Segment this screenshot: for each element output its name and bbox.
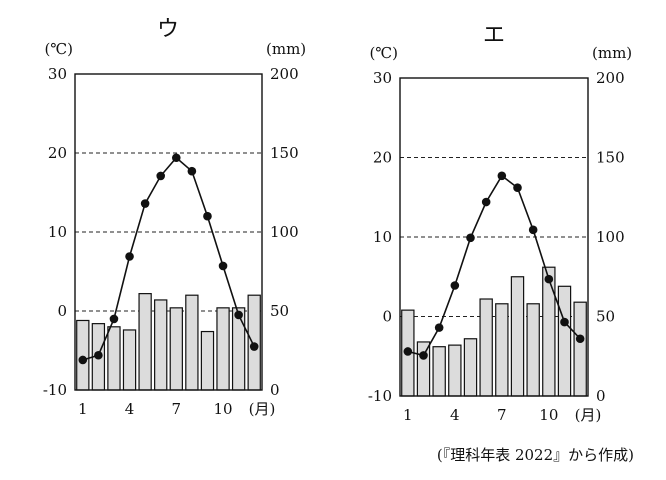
precipitation-tick-label: 150	[270, 144, 299, 162]
temperature-point	[419, 351, 428, 360]
temperature-point	[187, 166, 197, 176]
temperature-line	[82, 156, 255, 361]
precipitation-bar	[463, 338, 478, 397]
temperature-tick-label: 30	[48, 65, 67, 83]
month-unit-label: (月)	[575, 406, 602, 424]
month-tick-label: 1	[403, 406, 413, 424]
month-tick-label: 4	[450, 406, 460, 424]
temperature-point	[466, 233, 475, 243]
precipitation-bar	[495, 303, 509, 397]
temperature-point	[140, 199, 150, 208]
temperature-unit-label: (℃)	[45, 40, 73, 58]
temperature-point	[109, 314, 119, 324]
precipitation-bar	[122, 329, 137, 391]
precipitation-tick-label: 200	[596, 69, 625, 87]
source-note: (『理科年表 2022』から作成)	[437, 446, 634, 464]
precipitation-bar	[542, 266, 556, 397]
precipitation-bar	[154, 299, 168, 391]
temperature-point	[434, 323, 444, 332]
temperature-tick-label: 0	[57, 302, 67, 320]
temperature-point	[513, 183, 522, 193]
precipitation-bar	[107, 326, 121, 391]
month-tick-label: 4	[125, 400, 135, 418]
chart-title: ウ	[157, 17, 179, 42]
precipitation-bar	[479, 298, 493, 397]
temperature-point	[94, 350, 103, 360]
precipitation-bar	[416, 341, 431, 397]
temperature-line	[407, 174, 581, 357]
temperature-point	[497, 171, 507, 181]
temperature-tick-label: 20	[373, 149, 392, 167]
precipitation-bar	[448, 344, 462, 397]
temperature-point	[403, 347, 413, 356]
precipitation-unit-label: (mm)	[592, 44, 632, 62]
month-tick-label: 10	[213, 400, 232, 418]
temperature-point	[156, 171, 166, 181]
temperature-point	[544, 274, 554, 284]
precipitation-tick-label: 150	[596, 149, 625, 167]
precipitation-bar	[185, 294, 199, 391]
plot-frame	[399, 77, 589, 397]
precipitation-bar	[76, 319, 90, 391]
precipitation-bar	[432, 346, 446, 397]
plot-frame	[74, 73, 263, 391]
precipitation-bar	[510, 276, 525, 397]
temperature-tick-label: 0	[382, 308, 392, 326]
precipitation-unit-label: (mm)	[266, 40, 306, 58]
climate-chart-2: エ (℃) (mm) -10 0 10 20 30 0 50 100 150 200 1 4 7 10 (月)	[368, 23, 632, 424]
temperature-tick-label: 30	[373, 69, 392, 87]
precipitation-bar	[557, 285, 572, 397]
climate-chart-1: ウ (℃) (mm) -10 0 10 20 30 0 50 100 150 200 1 4 7 10 (月)	[43, 17, 306, 418]
temperature-point	[203, 211, 212, 221]
temperature-tick-label: 10	[373, 228, 392, 246]
precipitation-bar	[169, 307, 183, 391]
precipitation-bar	[573, 301, 587, 397]
temperature-point	[171, 153, 181, 163]
temperature-unit-label: (℃)	[370, 44, 398, 62]
precipitation-tick-label: 100	[270, 223, 299, 241]
temperature-tick-label: -10	[43, 381, 67, 399]
temperature-tick-label: -10	[368, 387, 392, 405]
precipitation-tick-label: 0	[270, 381, 280, 399]
temperature-point	[125, 252, 134, 261]
month-tick-label: 7	[497, 406, 507, 424]
precipitation-tick-label: 50	[270, 302, 289, 320]
precipitation-bar	[231, 307, 246, 391]
temperature-point	[560, 317, 569, 327]
precipitation-tick-label: 50	[596, 308, 615, 326]
temperature-point	[234, 310, 243, 320]
temperature-tick-label: 20	[48, 144, 67, 162]
temperature-point	[218, 261, 228, 271]
precipitation-bar	[200, 330, 215, 391]
temperature-point	[249, 342, 259, 351]
temperature-point	[575, 334, 585, 344]
precipitation-bar	[138, 293, 152, 391]
temperature-point	[481, 197, 491, 207]
chart-title: エ	[483, 23, 505, 48]
temperature-tick-label: 10	[48, 223, 67, 241]
precipitation-bar	[526, 303, 540, 397]
temperature-point	[528, 225, 538, 235]
month-tick-label: 7	[172, 400, 182, 418]
month-unit-label: (月)	[249, 400, 276, 418]
temperature-point	[450, 281, 460, 290]
precipitation-tick-label: 0	[596, 387, 606, 405]
month-tick-label: 10	[539, 406, 558, 424]
precipitation-tick-label: 100	[596, 228, 625, 246]
month-tick-label: 1	[78, 400, 88, 418]
temperature-point	[78, 355, 88, 365]
precipitation-bar	[216, 307, 230, 391]
precipitation-tick-label: 200	[270, 65, 299, 83]
